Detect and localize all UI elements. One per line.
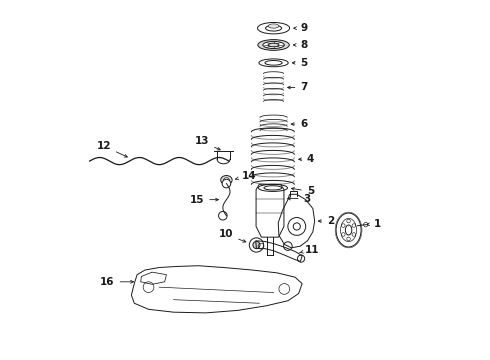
Text: 13: 13 [195, 136, 220, 150]
Text: 7: 7 [288, 82, 308, 93]
Ellipse shape [336, 213, 361, 247]
Text: 3: 3 [288, 194, 311, 203]
Ellipse shape [259, 59, 288, 67]
Text: 11: 11 [299, 245, 319, 255]
Circle shape [253, 242, 260, 249]
Text: 10: 10 [219, 229, 246, 242]
Ellipse shape [265, 60, 282, 65]
Text: 15: 15 [190, 195, 219, 204]
Text: 9: 9 [294, 23, 308, 33]
Circle shape [249, 238, 264, 252]
Ellipse shape [220, 176, 232, 184]
Text: 8: 8 [294, 40, 308, 50]
Ellipse shape [268, 24, 279, 28]
Text: 5: 5 [292, 186, 314, 197]
Text: 6: 6 [291, 119, 308, 129]
Ellipse shape [223, 178, 229, 182]
Text: 16: 16 [100, 277, 133, 287]
Ellipse shape [258, 40, 289, 50]
Text: 5: 5 [293, 58, 308, 68]
Ellipse shape [264, 186, 282, 190]
Text: 4: 4 [299, 154, 314, 164]
Circle shape [222, 179, 231, 188]
Text: 2: 2 [318, 216, 334, 226]
Ellipse shape [258, 184, 288, 192]
Circle shape [219, 211, 227, 220]
Ellipse shape [268, 43, 279, 47]
Text: 14: 14 [236, 171, 256, 181]
Ellipse shape [263, 41, 284, 49]
Text: 12: 12 [97, 141, 127, 157]
Text: 1: 1 [367, 219, 381, 229]
